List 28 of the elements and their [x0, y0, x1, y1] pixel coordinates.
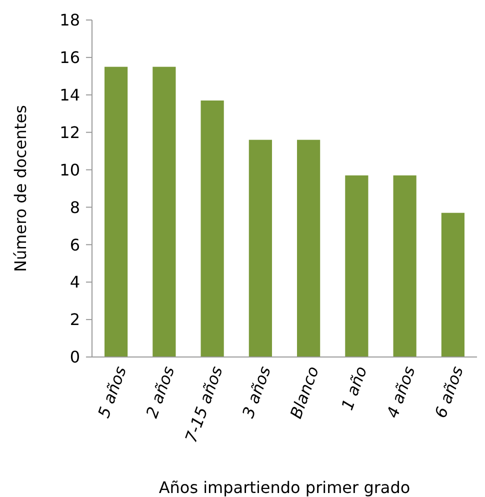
y-tick-label: 2	[70, 310, 80, 330]
y-tick-label: 0	[70, 348, 80, 367]
y-tick-label: 16	[60, 48, 80, 68]
x-tick-label: 6 años	[430, 364, 467, 420]
x-tick-label: 7-15 años	[181, 364, 226, 445]
bar	[297, 140, 320, 357]
bar	[248, 140, 272, 357]
y-tick-label: 10	[60, 160, 80, 180]
y-tick-label: 4	[70, 272, 80, 292]
x-tick-label: 1 año	[337, 364, 371, 413]
x-axis-title: Años impartiendo primer grado	[158, 478, 410, 497]
bar	[441, 212, 464, 357]
bar	[152, 66, 176, 357]
y-axis-title: Número de docentes	[11, 105, 30, 272]
y-tick-label: 12	[60, 122, 80, 142]
y-tick-label: 14	[60, 85, 80, 104]
y-tick-label: 18	[60, 10, 80, 30]
bar	[200, 100, 224, 357]
x-tick-label: Blanco	[286, 364, 323, 421]
x-tick-label: 2 años	[142, 364, 178, 420]
y-tick-label: 6	[70, 235, 80, 254]
x-tick-label: 5 años	[94, 364, 130, 420]
x-tick-label: 3 años	[238, 364, 274, 420]
bar	[345, 175, 368, 357]
bar	[393, 175, 416, 357]
y-tick-label: 8	[70, 198, 80, 217]
bar	[104, 66, 128, 357]
x-tick-label: 4 años	[382, 364, 419, 420]
